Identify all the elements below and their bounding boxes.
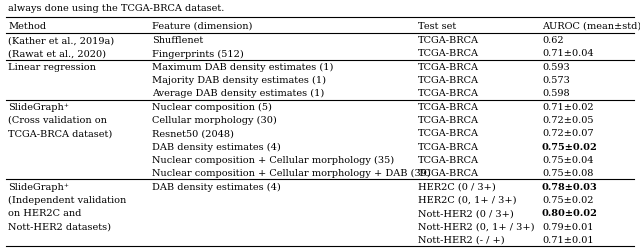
Text: SlideGraph⁺: SlideGraph⁺ xyxy=(8,182,69,191)
Text: Nuclear composition (5): Nuclear composition (5) xyxy=(152,102,272,111)
Text: Linear regression: Linear regression xyxy=(8,62,96,72)
Text: Test set: Test set xyxy=(418,22,456,31)
Text: TCGA-BRCA: TCGA-BRCA xyxy=(418,36,479,45)
Text: 0.78±0.03: 0.78±0.03 xyxy=(542,182,598,191)
Text: Shufflenet: Shufflenet xyxy=(152,36,204,45)
Text: 0.71±0.02: 0.71±0.02 xyxy=(542,102,594,111)
Text: HER2C (0, 1+ / 3+): HER2C (0, 1+ / 3+) xyxy=(418,195,516,204)
Text: 0.573: 0.573 xyxy=(542,76,570,85)
Text: TCGA-BRCA: TCGA-BRCA xyxy=(418,168,479,177)
Text: 0.71±0.04: 0.71±0.04 xyxy=(542,49,594,58)
Text: 0.75±0.08: 0.75±0.08 xyxy=(542,168,593,177)
Text: 0.62: 0.62 xyxy=(542,36,564,45)
Text: Majority DAB density estimates (1): Majority DAB density estimates (1) xyxy=(152,76,326,85)
Text: TCGA-BRCA: TCGA-BRCA xyxy=(418,129,479,138)
Text: DAB density estimates (4): DAB density estimates (4) xyxy=(152,142,281,151)
Text: Feature (dimension): Feature (dimension) xyxy=(152,22,252,31)
Text: HER2C (0 / 3+): HER2C (0 / 3+) xyxy=(418,182,496,191)
Text: Nuclear composition + Cellular morphology + DAB (39): Nuclear composition + Cellular morpholog… xyxy=(152,168,431,178)
Text: 0.75±0.04: 0.75±0.04 xyxy=(542,155,593,164)
Text: (Rawat et al., 2020): (Rawat et al., 2020) xyxy=(8,49,106,58)
Text: TCGA-BRCA dataset): TCGA-BRCA dataset) xyxy=(8,129,112,138)
Text: Nott-HER2 (0 / 3+): Nott-HER2 (0 / 3+) xyxy=(418,208,514,217)
Text: TCGA-BRCA: TCGA-BRCA xyxy=(418,76,479,85)
Text: 0.75±0.02: 0.75±0.02 xyxy=(542,195,593,204)
Text: always done using the TCGA-BRCA dataset.: always done using the TCGA-BRCA dataset. xyxy=(8,4,225,13)
Text: 0.80±0.02: 0.80±0.02 xyxy=(542,208,598,217)
Text: 0.598: 0.598 xyxy=(542,89,570,98)
Text: Nott-HER2 datasets): Nott-HER2 datasets) xyxy=(8,222,111,230)
Text: TCGA-BRCA: TCGA-BRCA xyxy=(418,62,479,72)
Text: Average DAB density estimates (1): Average DAB density estimates (1) xyxy=(152,89,324,98)
Text: 0.72±0.07: 0.72±0.07 xyxy=(542,129,594,138)
Text: Resnet50 (2048): Resnet50 (2048) xyxy=(152,129,234,138)
Text: 0.79±0.01: 0.79±0.01 xyxy=(542,222,593,230)
Text: 0.71±0.01: 0.71±0.01 xyxy=(542,235,594,244)
Text: Cellular morphology (30): Cellular morphology (30) xyxy=(152,116,276,124)
Text: DAB density estimates (4): DAB density estimates (4) xyxy=(152,182,281,191)
Text: TCGA-BRCA: TCGA-BRCA xyxy=(418,89,479,98)
Text: 0.75±0.02: 0.75±0.02 xyxy=(542,142,598,151)
Text: 0.593: 0.593 xyxy=(542,62,570,72)
Text: AUROC (mean±std): AUROC (mean±std) xyxy=(542,22,640,31)
Text: Maximum DAB density estimates (1): Maximum DAB density estimates (1) xyxy=(152,62,333,72)
Text: 0.72±0.05: 0.72±0.05 xyxy=(542,116,593,124)
Text: Nott-HER2 (0, 1+ / 3+): Nott-HER2 (0, 1+ / 3+) xyxy=(418,222,534,230)
Text: TCGA-BRCA: TCGA-BRCA xyxy=(418,116,479,124)
Text: TCGA-BRCA: TCGA-BRCA xyxy=(418,102,479,111)
Text: TCGA-BRCA: TCGA-BRCA xyxy=(418,49,479,58)
Text: TCGA-BRCA: TCGA-BRCA xyxy=(418,155,479,164)
Text: TCGA-BRCA: TCGA-BRCA xyxy=(418,142,479,151)
Text: (Kather et al., 2019a): (Kather et al., 2019a) xyxy=(8,36,114,45)
Text: Method: Method xyxy=(8,22,46,31)
Text: (Cross validation on: (Cross validation on xyxy=(8,116,107,124)
Text: Nuclear composition + Cellular morphology (35): Nuclear composition + Cellular morpholog… xyxy=(152,155,394,164)
Text: Nott-HER2 (- / +): Nott-HER2 (- / +) xyxy=(418,235,504,244)
Text: (Independent validation: (Independent validation xyxy=(8,195,126,204)
Text: Fingerprints (512): Fingerprints (512) xyxy=(152,49,244,58)
Text: SlideGraph⁺: SlideGraph⁺ xyxy=(8,102,69,111)
Text: on HER2C and: on HER2C and xyxy=(8,208,81,217)
